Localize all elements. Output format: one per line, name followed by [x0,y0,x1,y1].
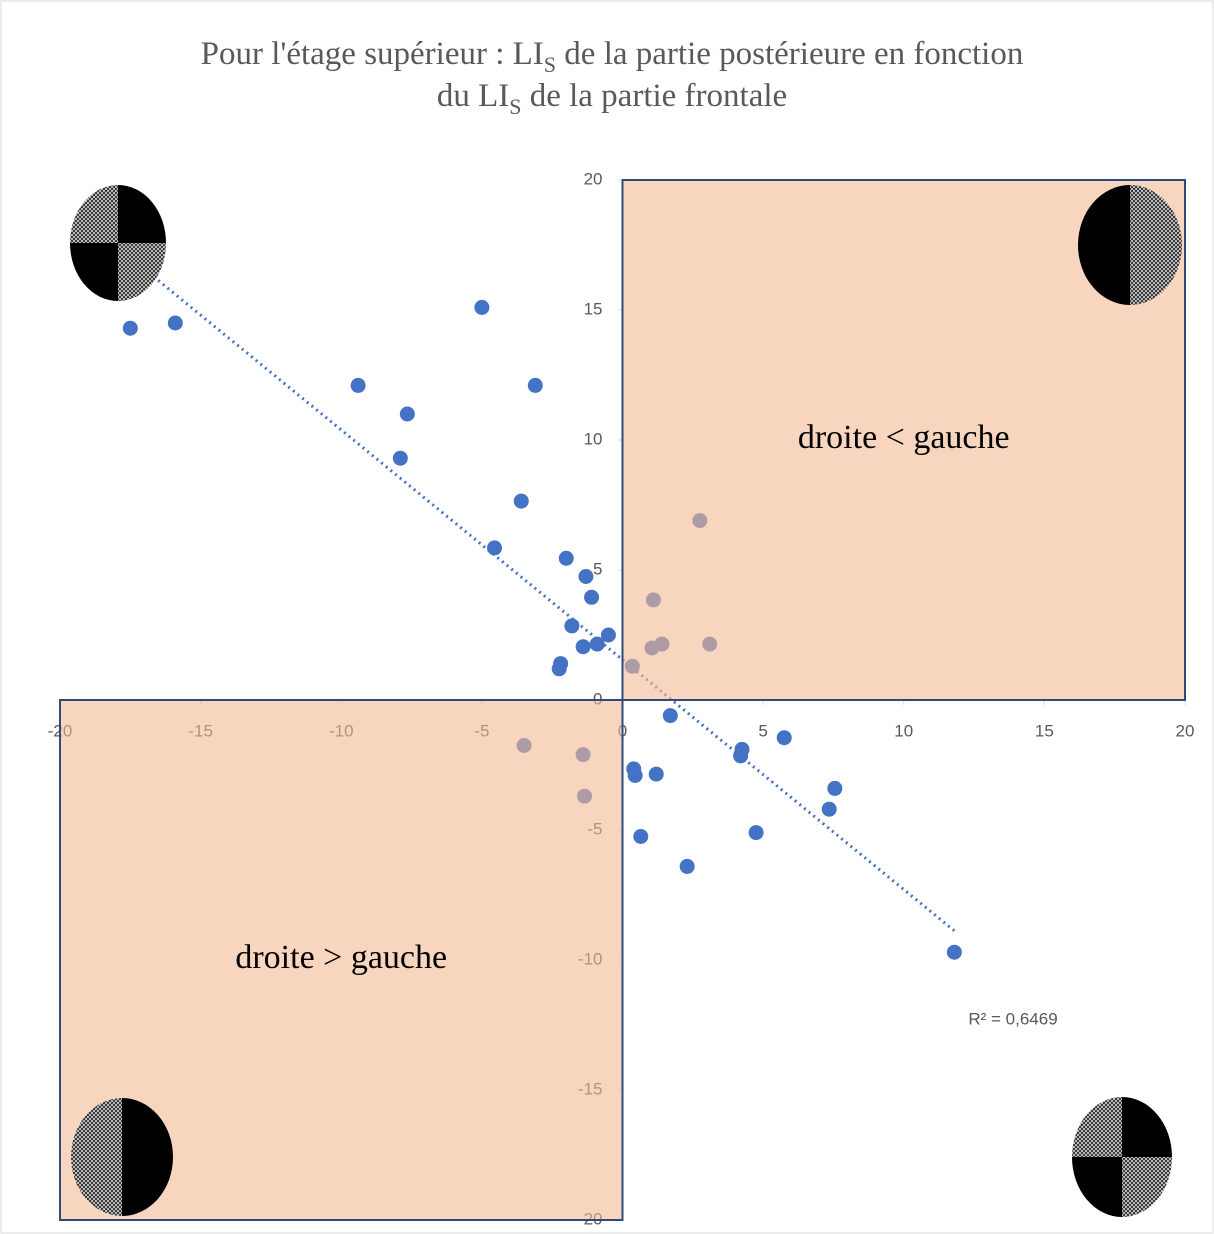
data-point [946,944,962,960]
title-text: du LI [437,78,509,114]
x-tick-label: 15 [1035,721,1054,740]
data-point [474,299,490,315]
data-point [564,618,580,634]
data-point [589,636,605,652]
data-point [350,377,366,393]
chart-title-line: Pour l'étage supérieur : LIS de la parti… [201,36,1024,77]
quadrant-label: droite > gauche [235,939,447,976]
data-point [821,801,837,817]
title-subscript: S [544,52,556,77]
data-point [648,766,664,782]
data-point [600,627,616,643]
data-point [487,540,503,556]
data-point [633,829,649,844]
chart-title-line: du LIS de la partie frontale [437,78,787,119]
title-text: de la partie postérieure en fonction [556,36,1023,72]
data-point [575,639,591,655]
data-point [392,450,408,466]
quadrant-label: droite < gauche [798,419,1010,456]
data-point [584,589,600,605]
brain-icons [70,185,1182,1217]
data-point [527,377,543,393]
y-tick-label: 20 [584,169,603,188]
y-tick-label: 0 [593,689,602,708]
x-tick-label: 10 [894,721,913,740]
data-point [167,315,183,331]
x-tick-label: 20 [1176,721,1195,740]
brain-icon [1072,1097,1172,1217]
data-point [578,569,594,584]
y-tick-label: 15 [584,299,603,318]
x-tick-label: 5 [758,721,767,740]
brain-icon [70,185,166,301]
data-point [399,406,415,422]
data-point [827,780,843,796]
data-point [513,493,529,509]
data-point [627,767,643,783]
data-point [122,320,138,336]
title-text: Pour l'étage supérieur : LI [201,36,544,72]
title-text: de la partie frontale [521,78,787,114]
title-subscript: S [509,94,521,119]
data-point [662,708,678,724]
data-point [551,661,567,677]
y-tick-label: 5 [593,559,602,578]
data-point [748,825,764,841]
data-point [776,730,792,746]
r2-label: R² = 0,6469 [968,1009,1057,1028]
y-tick-label: 10 [584,429,603,448]
data-point [679,858,695,874]
data-point [558,550,574,566]
